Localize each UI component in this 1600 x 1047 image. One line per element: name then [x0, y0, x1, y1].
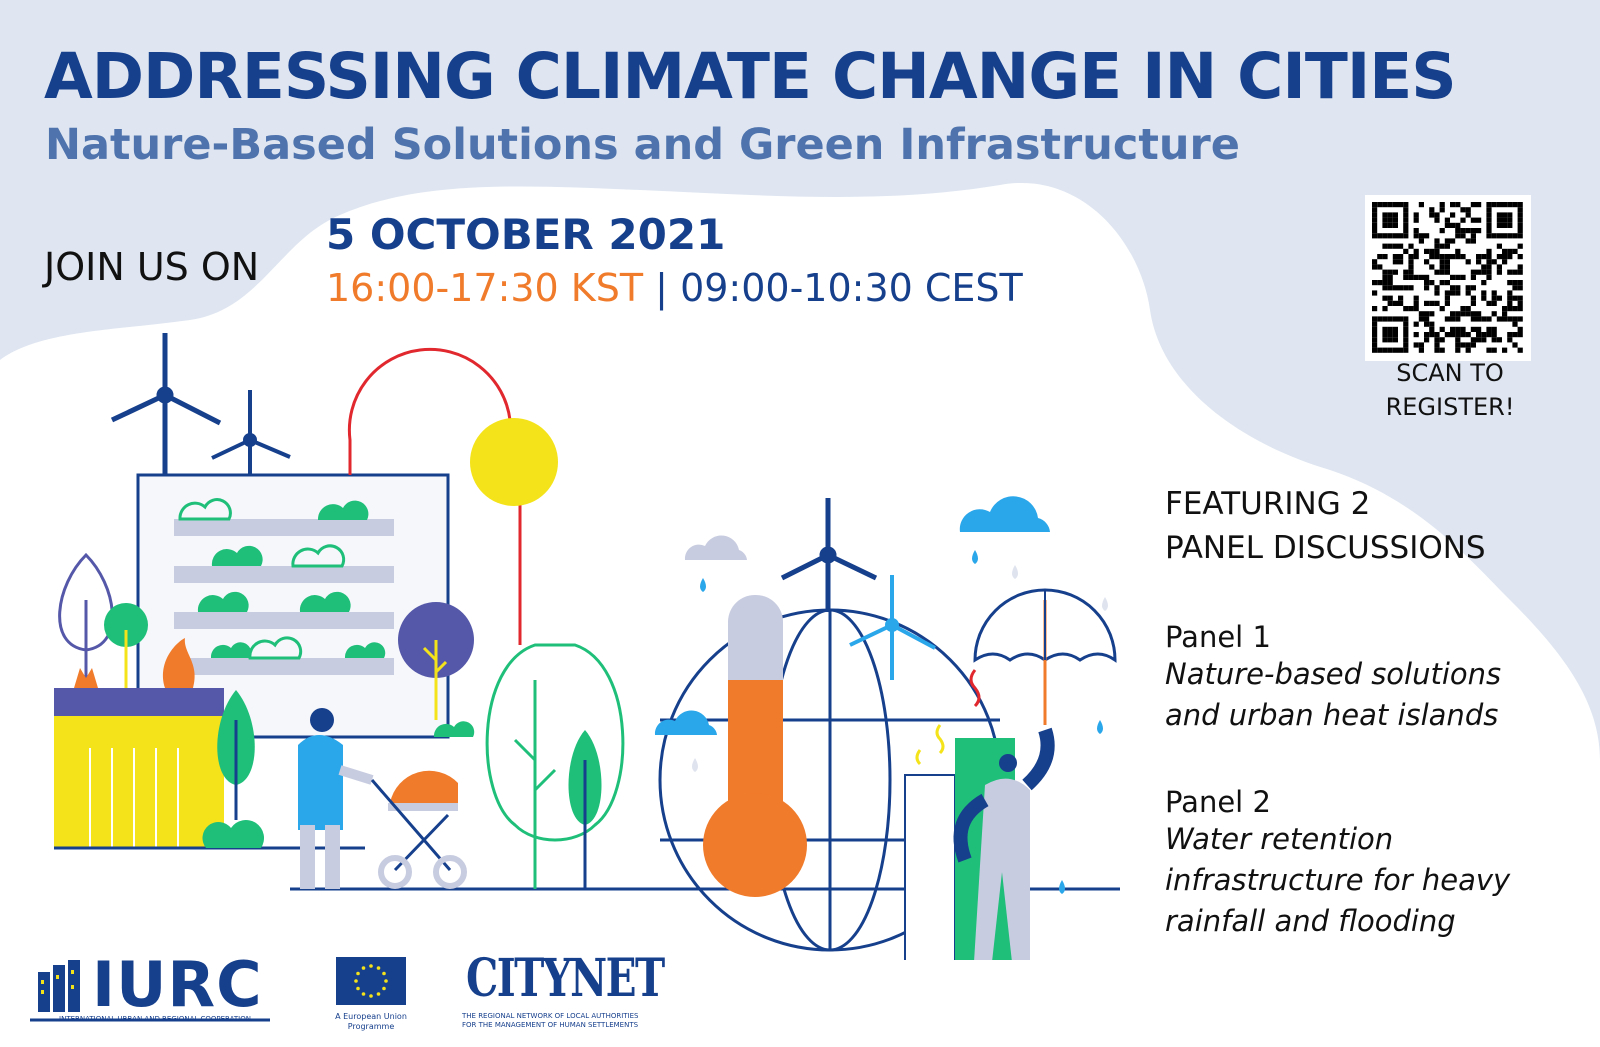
time-cest: 09:00-10:30 CEST — [680, 266, 1023, 310]
wind-turbine-icon — [211, 390, 291, 475]
cloud-icon — [654, 710, 717, 735]
page-subtitle: Nature-Based Solutions and Green Infrast… — [45, 120, 1240, 170]
wind-turbine-icon — [110, 333, 222, 475]
rain-drop-icons — [700, 550, 1103, 894]
eu-caption-line-1: A European Union — [335, 1012, 407, 1021]
eu-flag-icon — [336, 957, 406, 1005]
iurc-caption: INTERNATIONAL URBAN AND REGIONAL COOPERA… — [59, 1015, 251, 1023]
panel-2-desc-line-3: rainfall and flooding — [1165, 904, 1456, 938]
panel-1-desc-line-1: Nature-based solutions — [1165, 657, 1502, 691]
event-times: 16:00-17:30 KST | 09:00-10:30 CEST — [326, 266, 1023, 310]
panel-2-desc-line-1: Water retention — [1165, 822, 1394, 856]
featuring-line-2: PANEL DISCUSSIONS — [1165, 530, 1486, 566]
person-with-umbrella-icon — [953, 727, 1055, 960]
person-with-stroller-icon — [298, 708, 467, 889]
eu-caption-line-2: Programme — [347, 1022, 395, 1031]
featuring-heading: FEATURING 2 PANEL DISCUSSIONS — [1165, 482, 1486, 570]
panel-1: Panel 1 Nature-based solutions and urban… — [1165, 620, 1501, 736]
citynet-caption-line-2: FOR THE MANAGEMENT OF HUMAN SETTLEMENTS — [462, 1021, 639, 1029]
tree-icon — [485, 643, 625, 842]
citynet-logo-text: CITYNET — [466, 948, 665, 1009]
join-label: JOIN US ON — [44, 245, 260, 289]
panel-1-desc-line-2: and urban heat islands — [1165, 698, 1499, 732]
cloud-icon — [684, 535, 747, 560]
scan-line-2: REGISTER! — [1385, 393, 1515, 421]
scan-line-1: SCAN TO — [1396, 359, 1504, 387]
iurc-logo-text: IURC — [92, 948, 263, 1021]
panel-1-title: Panel 1 — [1165, 620, 1271, 654]
event-date: 5 OCTOBER 2021 — [326, 210, 726, 259]
citynet-caption-line-1: THE REGIONAL NETWORK OF LOCAL AUTHORITIE… — [462, 1012, 639, 1020]
panel-2-desc-line-2: infrastructure for heavy — [1165, 863, 1511, 897]
panel-2: Panel 2 Water retention infrastructure f… — [1165, 785, 1510, 942]
cloud-icon — [959, 496, 1050, 532]
sun-icon — [470, 418, 558, 506]
wind-turbine-icon — [780, 498, 878, 612]
bush-icons — [197, 500, 475, 737]
umbrella-icon — [973, 588, 1117, 725]
panel-2-title: Panel 2 — [1165, 785, 1271, 819]
scan-to-register: SCAN TO REGISTER! — [1380, 356, 1520, 424]
city-illustration — [54, 333, 1120, 960]
thermometer-icon — [703, 595, 807, 897]
time-kst: 16:00-17:30 KST — [326, 266, 644, 310]
eu-caption: A European Union Programme — [326, 1012, 416, 1032]
featuring-line-1: FEATURING 2 — [1165, 486, 1371, 522]
iurc-logo — [30, 960, 270, 1022]
page-title: ADDRESSING CLIMATE CHANGE IN CITIES — [44, 40, 1457, 113]
time-separator: | — [655, 266, 668, 310]
citynet-caption: THE REGIONAL NETWORK OF LOCAL AUTHORITIE… — [462, 1012, 642, 1030]
qr-code[interactable] — [1365, 195, 1531, 361]
wind-turbine-icon — [849, 575, 936, 680]
